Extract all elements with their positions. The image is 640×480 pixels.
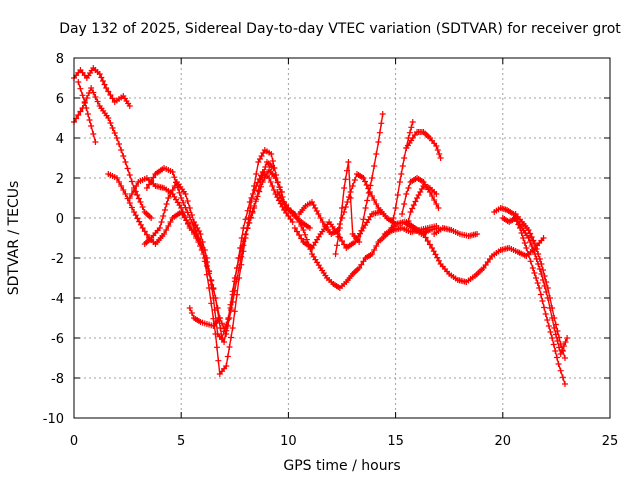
grid-layer [74, 58, 610, 418]
series-plus-markers [332, 111, 386, 257]
y-tick-label: -4 [51, 292, 64, 307]
tick-layer: 0 5 10 15 20 25 -10 -8 -6 -4 -2 0 2 4 6 8 [43, 52, 619, 449]
series-arc-19 [431, 225, 481, 239]
series-arc-12 [332, 111, 386, 257]
x-tick-label: 15 [387, 434, 404, 449]
y-tick-label: 8 [56, 52, 64, 67]
chart-title: Day 132 of 2025, Sidereal Day-to-day VTE… [59, 21, 621, 37]
x-tick-label: 0 [70, 434, 78, 449]
y-tick-label: -10 [43, 412, 64, 427]
y-axis-label: SDTVAR / TECUs [6, 181, 22, 296]
series-plus-markers [403, 129, 444, 161]
y-tick-label: 0 [56, 212, 64, 227]
series-layer [71, 65, 571, 387]
x-tick-label: 10 [280, 434, 297, 449]
series-arc-8 [186, 305, 223, 329]
series-plus-markers [296, 171, 399, 237]
x-tick-label: 5 [177, 434, 185, 449]
series-plus-markers [75, 79, 99, 145]
series-plus-markers [431, 225, 481, 239]
series-arc-22 [512, 211, 568, 361]
series-plus-markers [186, 305, 223, 329]
y-tick-label: 2 [56, 172, 64, 187]
series-arc-21 [499, 215, 571, 357]
series-arc-10 [296, 171, 399, 237]
series-plus-markers [403, 183, 440, 233]
series-line [390, 121, 414, 229]
x-axis-label: GPS time / hours [283, 458, 400, 474]
series-arc-15 [403, 129, 444, 161]
y-tick-label: -6 [51, 332, 64, 347]
series-arc-3 [75, 79, 99, 145]
series-arc-13 [388, 119, 416, 231]
y-tick-label: -8 [51, 372, 64, 387]
series-plus-markers [512, 211, 568, 361]
series-arc-20 [491, 205, 568, 387]
series-plus-markers [291, 209, 384, 251]
y-tick-label: 4 [56, 132, 64, 147]
y-tick-label: 6 [56, 92, 64, 107]
series-arc-16 [399, 175, 442, 217]
series-arc-11 [291, 209, 384, 251]
y-tick-label: -2 [51, 252, 64, 267]
series-plus-markers [499, 215, 571, 357]
x-tick-label: 25 [602, 434, 619, 449]
x-tick-label: 20 [495, 434, 512, 449]
series-arc-17 [403, 183, 440, 233]
plot-frame [73, 57, 611, 419]
series-plus-markers [143, 165, 285, 337]
series-arc-1 [71, 65, 133, 109]
series-arc-7 [143, 165, 285, 337]
